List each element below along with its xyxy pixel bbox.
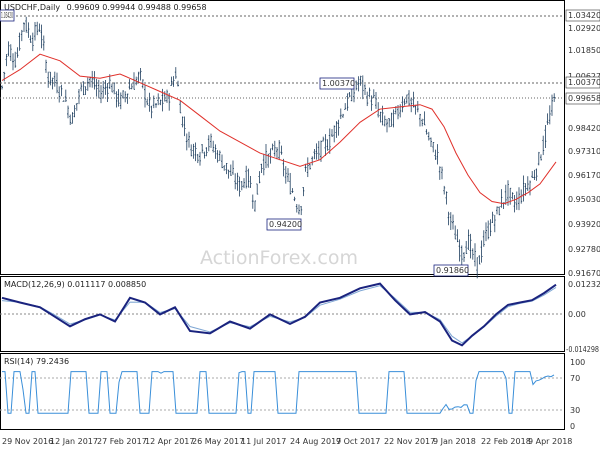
annotation-text: 0.94200 (269, 220, 302, 229)
annotation-text: 1.00370 (322, 79, 355, 88)
x-axis-tick: 9 Apr 2018 (528, 437, 572, 446)
price-label-box (565, 9, 600, 22)
macd-axis-tick: 0.00 (568, 310, 586, 319)
rsi-axis: 100 70 30 0 (570, 358, 585, 431)
price-axis-tick: 0.97310 (568, 147, 600, 156)
x-axis-tick: 22 Feb 2018 (481, 437, 531, 446)
annotation-0.91860: 0.91860 (433, 264, 469, 277)
annotation-box (0, 9, 15, 22)
annotation-box (266, 218, 302, 231)
price-axis-tick: 0.98420 (568, 124, 600, 133)
x-axis-tick: 9 Jan 2018 (433, 437, 476, 446)
price-axis-tick: 1.00627 (568, 72, 600, 81)
annotation-box (319, 77, 355, 90)
price-axis-tick: 0.96170 (568, 171, 600, 180)
x-axis-tick: 12 Apr 2017 (145, 437, 194, 446)
macd-title: MACD(12,26,9) 0.011117 0.008850 (4, 280, 146, 289)
price-axis-tick: 1.01850 (568, 46, 600, 55)
price-label-mid: 1.00370 (565, 76, 600, 89)
price-label-top: 1.03420 (565, 9, 600, 22)
price-panel (0, 0, 565, 275)
x-axis-tick: 26 May 2017 (192, 437, 244, 446)
macd-axis: 0.012327 0.00 -0.014298 (566, 280, 600, 354)
annotation-1.00370: 1.00370 (319, 77, 355, 90)
x-axis-tick: 29 Nov 2016 (2, 437, 53, 446)
annotation-1.03420: 1.03420 (0, 9, 15, 22)
ohlc-values: 0.99609 0.99944 0.99488 0.99658 (67, 3, 207, 12)
price-label-text: 0.99658 (568, 94, 600, 103)
macd-axis-tick: 0.012327 (568, 280, 600, 289)
price-axis: 1.02920 1.01850 1.00627 0.98420 0.97310 0.961… (568, 24, 600, 278)
x-axis-tick: 27 Feb 2017 (97, 437, 147, 446)
rsi-axis-tick: 70 (570, 374, 580, 383)
annotation-0.94200: 0.94200 (266, 218, 302, 231)
price-label-box (565, 92, 600, 105)
x-axis-tick: 9 Oct 2017 (336, 437, 380, 446)
watermark: ActionForex.com (200, 247, 358, 269)
x-axis-tick: 11 Jul 2017 (241, 437, 286, 446)
annotation-text: 0.91860 (436, 266, 469, 275)
annotation-text: 1.03420 (1, 11, 13, 20)
price-axis-tick: 1.02920 (568, 24, 600, 33)
rsi-line (2, 371, 555, 414)
rsi-axis-tick: 0 (570, 422, 575, 431)
price-axis-tick: 0.91670 (568, 269, 600, 278)
price-axis-tick: 0.93920 (568, 220, 600, 229)
price-candles (1, 16, 556, 279)
ticker-label: USDCHF,Daily (4, 3, 60, 12)
annotation-box (433, 264, 469, 277)
moving-average-line (1, 53, 557, 205)
price-label-box (565, 76, 600, 89)
x-axis-tick: 24 Aug 2017 (290, 437, 341, 446)
rsi-panel (0, 353, 565, 430)
macd-line (1, 282, 557, 347)
macd-axis-tick: -0.014298 (566, 345, 599, 354)
x-axis-tick: 12 Jan 2017 (50, 437, 98, 446)
header-title: USDCHF,Daily 0.99609 0.99944 0.99488 0.9… (4, 3, 207, 12)
price-label-text: 1.03420 (568, 11, 600, 20)
price-label-current: 0.99658 (565, 92, 600, 105)
price-label-text: 1.00370 (568, 78, 600, 87)
rsi-axis-tick: 100 (570, 358, 585, 367)
rsi-title: RSI(14) 79.2436 (4, 357, 69, 366)
x-axis-tick: 22 Nov 2017 (384, 437, 435, 446)
price-axis-tick: 0.95030 (568, 195, 600, 204)
rsi-axis-tick: 30 (570, 406, 580, 415)
price-axis-tick: 0.92780 (568, 245, 600, 254)
